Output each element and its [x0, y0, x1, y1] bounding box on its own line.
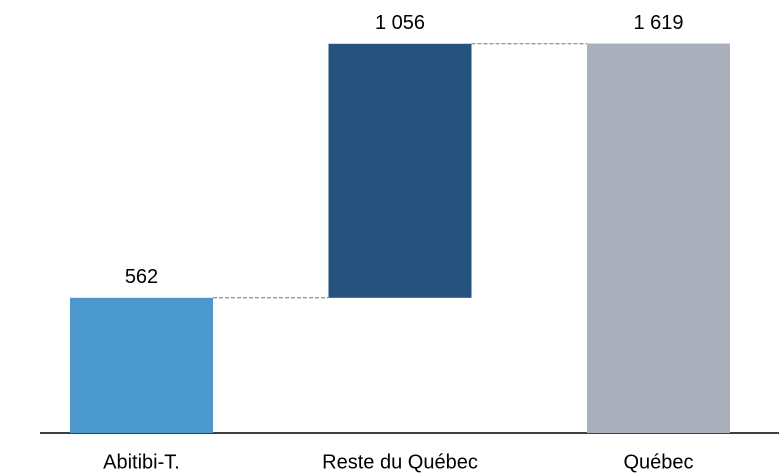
x-tick-label: Québec: [623, 451, 693, 473]
x-tick-label: Abitibi-T.: [103, 451, 180, 473]
value-label: 1 056: [375, 12, 425, 34]
x-tick-label: Reste du Québec: [322, 451, 478, 473]
value-label: 562: [125, 266, 158, 288]
bar: [587, 43, 730, 433]
bar: [70, 297, 213, 433]
bar: [328, 43, 472, 298]
value-label: 1 619: [633, 12, 683, 34]
